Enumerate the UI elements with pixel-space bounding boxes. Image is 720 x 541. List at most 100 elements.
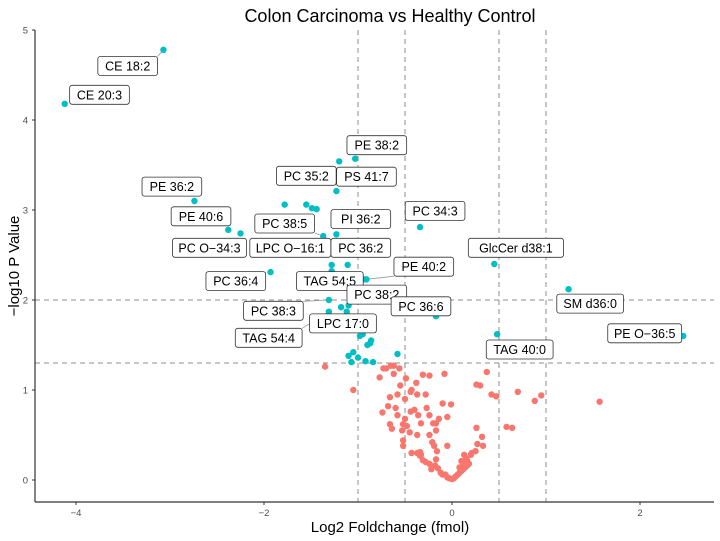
- nonsignificant-point: [428, 466, 435, 473]
- labeled-point: [225, 226, 232, 233]
- nonsignificant-point: [401, 415, 409, 422]
- point-label: LPC O−16:1: [256, 241, 325, 255]
- nonsignificant-point: [397, 382, 404, 389]
- point-label: PI 36:2: [341, 213, 381, 227]
- significant-point: [337, 304, 345, 311]
- labeled-point: [328, 261, 335, 269]
- point-label: PS 41:7: [344, 170, 389, 184]
- labeled-point: [333, 231, 340, 238]
- point-label-box: [170, 206, 232, 227]
- point-label: PE 40:6: [179, 210, 224, 224]
- nonsignificant-point: [388, 425, 396, 432]
- y-tick-label: 0: [23, 476, 28, 487]
- nonsignificant-point: [321, 363, 329, 370]
- labeled-point: [325, 308, 333, 315]
- significant-point: [281, 201, 288, 208]
- y-tick-label: 5: [23, 26, 28, 37]
- nonsignificant-point: [432, 456, 440, 463]
- point-label-box: [404, 200, 466, 221]
- nonsignificant-point: [473, 424, 480, 431]
- nonsignificant-point: [414, 431, 421, 439]
- nonsignificant-point: [379, 409, 386, 416]
- nonsignificant-point: [439, 400, 446, 407]
- y-tick-label: 2: [23, 296, 28, 307]
- nonsignificant-point: [413, 379, 420, 386]
- nonsignificant-point: [492, 393, 500, 400]
- labeled-point: [565, 286, 572, 293]
- labeled-point: [343, 308, 350, 315]
- significant-point: [354, 354, 362, 361]
- labeled-point: [351, 155, 359, 162]
- nonsignificant-point: [508, 424, 516, 431]
- nonsignificant-point: [384, 403, 392, 410]
- label-leader-line: [366, 275, 394, 280]
- nonsignificant-point: [411, 406, 418, 413]
- nonsignificant-point: [478, 433, 486, 440]
- nonsignificant-point: [432, 427, 440, 434]
- nonsignificant-point: [503, 423, 510, 431]
- nonsignificant-point: [447, 401, 455, 408]
- nonsignificant-point: [414, 391, 421, 398]
- nonsignificant-point: [390, 370, 397, 377]
- point-label-box: [346, 135, 408, 156]
- reference-lines: [35, 30, 714, 502]
- data-points: [61, 46, 687, 483]
- nonsignificant-point: [402, 375, 410, 382]
- y-tick-label: 4: [23, 116, 28, 127]
- nonsignificant-point: [394, 412, 401, 419]
- nonsignificant-point: [467, 451, 474, 458]
- nonsignificant-point: [376, 374, 383, 381]
- significant-point: [348, 358, 355, 366]
- point-label: PC 38:3: [251, 304, 296, 318]
- point-label: CE 20:3: [77, 88, 122, 102]
- nonsignificant-point: [387, 362, 395, 369]
- point-label-box: [69, 84, 130, 105]
- point-label-box: [467, 237, 564, 258]
- nonsignificant-point: [383, 365, 390, 372]
- point-label-box: [390, 296, 452, 317]
- point-label-box: [172, 237, 247, 258]
- point-label: PE 38:2: [355, 139, 400, 153]
- x-tick-label: −2: [259, 508, 270, 519]
- nonsignificant-point: [406, 429, 413, 436]
- nonsignificant-point: [401, 395, 409, 403]
- point-label-box: [556, 293, 624, 314]
- labeled-point: [267, 268, 274, 276]
- point-label: TAG 40:0: [493, 343, 546, 357]
- y-axis-title: −log10 P Value: [6, 216, 23, 317]
- nonsignificant-point: [350, 386, 357, 394]
- nonsignificant-point: [419, 371, 427, 378]
- nonsignificant-point: [477, 382, 484, 389]
- labeled-point: [493, 331, 501, 338]
- significant-point: [345, 352, 352, 359]
- nonsignificant-point: [423, 404, 430, 412]
- nonsignificant-point: [472, 448, 479, 455]
- point-label: LPC 17:0: [317, 317, 369, 331]
- nonsignificant-point: [417, 420, 425, 427]
- nonsignificant-point: [538, 392, 545, 399]
- labeled-point: [191, 197, 198, 205]
- point-label-box: [254, 213, 315, 234]
- x-axis-title: Log2 Foldchange (fmol): [311, 519, 469, 536]
- point-label-box: [205, 271, 267, 292]
- point-label-box: [141, 176, 203, 197]
- labeled-point: [344, 261, 351, 269]
- nonsignificant-point: [392, 404, 399, 412]
- point-label-box: [330, 237, 392, 258]
- point-label-box: [309, 313, 377, 334]
- nonsignificant-point: [458, 457, 465, 465]
- labeled-point: [237, 230, 244, 237]
- chart-title: Colon Carcinoma vs Healthy Control: [244, 6, 535, 26]
- nonsignificant-point: [596, 398, 603, 405]
- x-tick-label: 2: [637, 508, 642, 519]
- point-label: PC 36:6: [398, 300, 443, 314]
- significant-point: [394, 350, 401, 358]
- labeled-point: [325, 296, 333, 304]
- significant-point: [313, 205, 320, 213]
- significant-point: [369, 358, 377, 366]
- x-tick-label: −4: [71, 508, 82, 519]
- point-label: PC 38:5: [262, 217, 307, 231]
- point-label-box: [393, 256, 455, 277]
- point-label-box: [607, 323, 683, 344]
- point-label-box: [295, 271, 364, 292]
